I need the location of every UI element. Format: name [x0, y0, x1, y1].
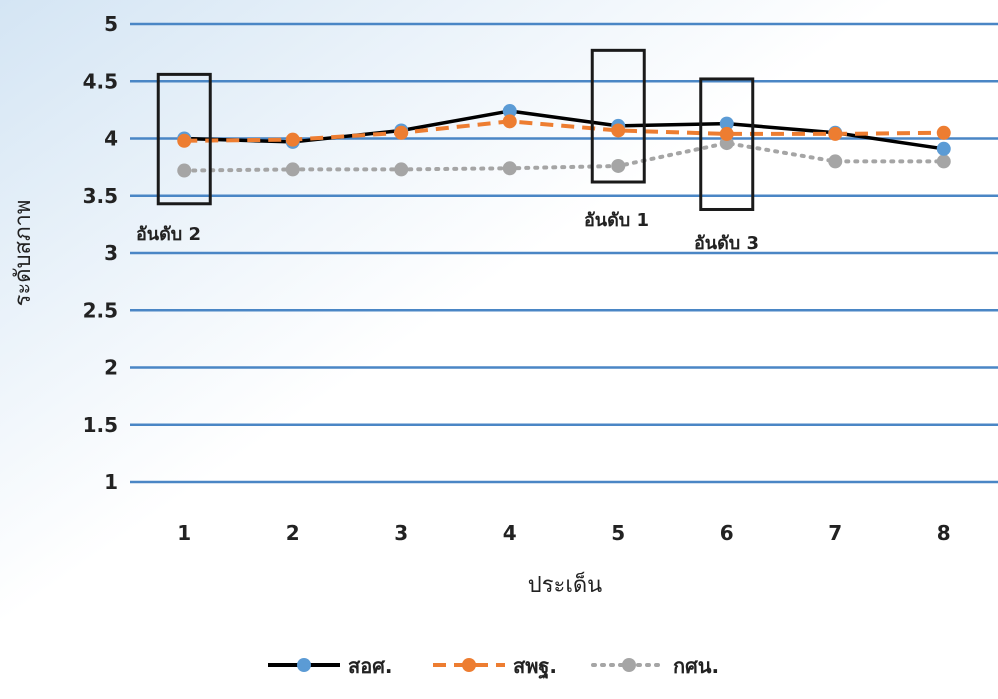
- x-tick-label: 8: [937, 521, 951, 545]
- x-tick-label: 2: [286, 521, 300, 545]
- legend-label: กศน.: [673, 654, 719, 678]
- data-point: [177, 163, 192, 178]
- annotation-label: อันดับ 1: [584, 210, 649, 231]
- legend-label: สพฐ.: [513, 654, 557, 680]
- y-tick-label: 4: [104, 127, 118, 151]
- data-point: [936, 154, 951, 169]
- y-tick-label: 3: [104, 241, 118, 265]
- legend-marker: [462, 658, 476, 672]
- legend-marker: [622, 658, 636, 672]
- data-point: [936, 125, 951, 140]
- x-tick-label: 6: [720, 521, 734, 545]
- annotation-box: [590, 48, 646, 184]
- y-tick-label: 4.5: [83, 69, 118, 93]
- data-point: [828, 126, 843, 141]
- x-tick-label: 7: [828, 521, 842, 545]
- data-point: [394, 162, 409, 177]
- series-line: [182, 141, 946, 173]
- series-line: [184, 119, 944, 143]
- x-tick-label: 5: [611, 521, 625, 545]
- data-point: [502, 114, 517, 129]
- y-tick-label: 3.5: [83, 184, 118, 208]
- x-tick-label: 3: [394, 521, 408, 545]
- x-tick-label: 4: [503, 521, 517, 545]
- y-tick-label: 5: [104, 12, 118, 36]
- data-point: [719, 126, 734, 141]
- data-point: [611, 123, 626, 138]
- data-point: [611, 158, 626, 173]
- y-tick-label: 1.5: [83, 413, 118, 437]
- data-point: [936, 141, 951, 156]
- x-axis-title: ประเด็น: [528, 570, 602, 598]
- legend-label: สอศ.: [348, 654, 393, 678]
- annotation-box: [699, 77, 755, 211]
- legend-marker: [297, 658, 311, 672]
- y-tick-label: 2: [104, 356, 118, 380]
- data-point: [285, 132, 300, 147]
- y-tick-label: 1: [104, 470, 118, 494]
- y-axis-title: ระดับสภาพ: [11, 200, 36, 307]
- annotation-box: [156, 72, 212, 206]
- data-point: [502, 104, 517, 119]
- data-point: [502, 161, 517, 176]
- annotation-label: อันดับ 2: [136, 224, 201, 245]
- data-point: [828, 154, 843, 169]
- legend: สอศ. สพฐ. กศน.: [268, 654, 719, 680]
- x-tick-label: 1: [177, 521, 191, 545]
- annotation-label: อันดับ 3: [694, 233, 759, 254]
- data-point: [719, 116, 734, 131]
- data-point: [177, 133, 192, 148]
- data-point: [285, 162, 300, 177]
- data-point: [394, 125, 409, 140]
- y-tick-label: 2.5: [83, 298, 118, 322]
